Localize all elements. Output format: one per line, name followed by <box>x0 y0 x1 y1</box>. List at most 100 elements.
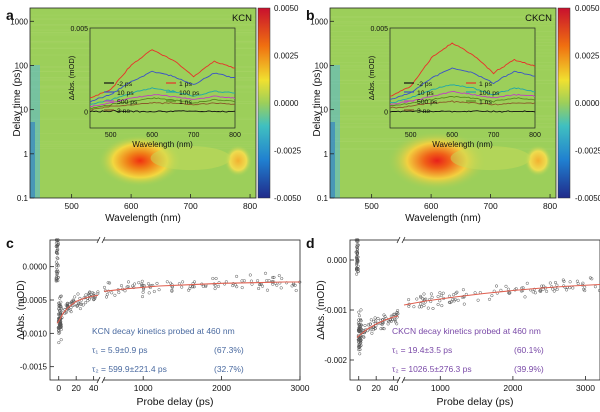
y-tick-label: 1000 <box>10 17 28 26</box>
data-point <box>92 298 96 302</box>
y-tick-label: 10 <box>319 106 328 115</box>
data-point <box>57 306 61 310</box>
data-point <box>292 283 296 287</box>
data-point <box>279 286 283 290</box>
colorbar-tick-label: 0.0025 <box>575 52 600 61</box>
data-point <box>356 258 360 262</box>
x-tick-label: 1000 <box>431 383 450 393</box>
x-tick-label: 2000 <box>212 383 231 393</box>
data-point <box>407 304 411 308</box>
inset-series-line <box>390 84 536 104</box>
data-point <box>355 239 359 243</box>
y-tick-label: 0.1 <box>317 194 329 203</box>
inset-x-tick-label: 700 <box>188 132 200 139</box>
panel-label: d <box>306 235 315 251</box>
fit-line-left <box>56 294 99 324</box>
x-tick-label: 500 <box>65 201 79 211</box>
data-point <box>568 286 572 290</box>
colorbar <box>557 7 571 199</box>
data-point <box>355 267 359 271</box>
data-point <box>216 284 220 288</box>
data-point <box>69 310 73 314</box>
data-point <box>436 295 440 299</box>
data-point <box>141 290 145 294</box>
data-point <box>146 282 151 286</box>
y-axis-label: Delay time (ps) <box>12 69 23 136</box>
data-point <box>412 305 416 309</box>
data-point <box>58 312 62 316</box>
data-point <box>379 327 383 331</box>
data-point <box>75 304 79 308</box>
data-point <box>454 291 458 295</box>
axis-break-mark <box>401 376 406 384</box>
data-point <box>431 306 435 311</box>
data-point <box>376 316 380 320</box>
axis-break-bottom-mask <box>399 377 403 382</box>
colorbar-tick-label: 0.0000 <box>575 99 600 108</box>
axis-break-mark <box>401 236 406 244</box>
data-point <box>581 281 585 285</box>
annotation-heading: CKCN decay kinetics probed at 460 nm <box>392 326 541 336</box>
inset-legend-label: 10 ps <box>417 90 434 97</box>
data-point <box>451 293 456 297</box>
data-point <box>462 302 466 306</box>
fit-line-left <box>356 315 399 338</box>
data-point <box>368 322 372 326</box>
inset-y-tick-label: 0.005 <box>370 26 388 33</box>
data-point <box>275 283 279 287</box>
inset-legend-label: 1 ps <box>479 81 492 88</box>
panel-label: a <box>6 7 14 23</box>
data-point <box>358 328 362 333</box>
data-point <box>256 279 260 283</box>
data-point <box>373 316 377 320</box>
inset-series-line <box>89 49 236 98</box>
axis-break-top-mask <box>399 238 403 243</box>
heatmap-tail <box>450 146 531 171</box>
x-tick-label: 40 <box>89 383 99 393</box>
y-tick-label: 1000 <box>310 17 328 26</box>
data-point <box>561 278 565 282</box>
x-tick-label: 0 <box>56 383 61 393</box>
axis-break-bottom-mask <box>99 377 103 382</box>
heatmap-hotspot-main <box>98 134 183 187</box>
heatmap-bleach-core <box>330 122 335 198</box>
data-point <box>57 331 61 335</box>
data-point <box>231 284 235 288</box>
colorbar-tick-label: -0.0050 <box>274 194 302 203</box>
colorbar <box>257 7 271 199</box>
inset-frame <box>389 27 536 129</box>
data-point <box>272 275 276 279</box>
y-tick-label: -0.001 <box>324 306 347 315</box>
inset-legend-label: 100 ps <box>479 90 500 97</box>
data-point <box>571 286 575 290</box>
colorbar-tick-label: 0.0025 <box>274 52 299 61</box>
data-point <box>123 289 127 293</box>
axis-break-mark <box>96 376 101 384</box>
data-point <box>76 303 80 307</box>
data-point <box>369 328 373 332</box>
data-point <box>568 280 572 284</box>
data-point <box>419 302 423 306</box>
data-point <box>358 348 362 352</box>
y-tick-label: -0.0015 <box>20 363 48 372</box>
kinetics-frame <box>349 239 600 381</box>
data-point <box>102 285 107 289</box>
data-point <box>531 290 535 294</box>
data-point <box>263 271 268 275</box>
data-point <box>393 318 397 322</box>
data-point <box>395 312 399 316</box>
data-point <box>390 318 394 322</box>
data-point <box>407 298 411 302</box>
data-point <box>357 318 361 322</box>
data-point <box>456 298 460 302</box>
data-point <box>170 288 174 292</box>
data-point <box>362 335 366 339</box>
data-point <box>59 324 63 328</box>
inset-x-tick-label: 500 <box>405 132 417 139</box>
data-point <box>447 300 451 304</box>
data-point <box>59 320 63 324</box>
data-point <box>81 303 85 307</box>
data-point <box>487 297 492 301</box>
data-point <box>419 305 424 309</box>
data-point <box>58 323 62 327</box>
